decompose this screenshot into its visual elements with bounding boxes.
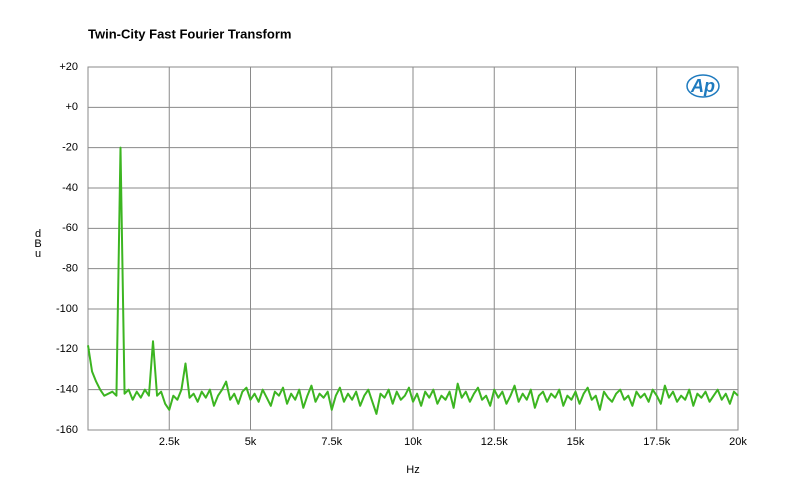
y-tick-label: +20 xyxy=(59,61,78,73)
y-tick-label: -20 xyxy=(62,142,78,154)
y-tick-label: -120 xyxy=(56,343,78,355)
y-tick-label: -80 xyxy=(62,263,78,275)
y-tick-label: -100 xyxy=(56,303,78,315)
logo-ring xyxy=(686,74,720,98)
x-tick-label: 2.5k xyxy=(159,436,180,448)
y-axis-label: dBu xyxy=(32,228,44,258)
y-tick-label: -140 xyxy=(56,384,78,396)
x-axis-label: Hz xyxy=(406,464,419,476)
x-tick-label: 5k xyxy=(245,436,257,448)
x-tick-label: 10k xyxy=(404,436,422,448)
series-line xyxy=(87,146,739,415)
y-tick-label: -60 xyxy=(62,222,78,234)
x-tick-label: 12.5k xyxy=(481,436,508,448)
x-tick-label: 7.5k xyxy=(321,436,342,448)
chart-title: Twin-City Fast Fourier Transform xyxy=(88,26,291,41)
y-tick-label: +0 xyxy=(65,101,78,113)
y-tick-label: -40 xyxy=(62,182,78,194)
x-tick-label: 17.5k xyxy=(643,436,670,448)
y-tick-label: -160 xyxy=(56,424,78,436)
logo: Ap xyxy=(690,76,715,96)
x-tick-label: 15k xyxy=(567,436,585,448)
x-tick-label: 20k xyxy=(729,436,747,448)
